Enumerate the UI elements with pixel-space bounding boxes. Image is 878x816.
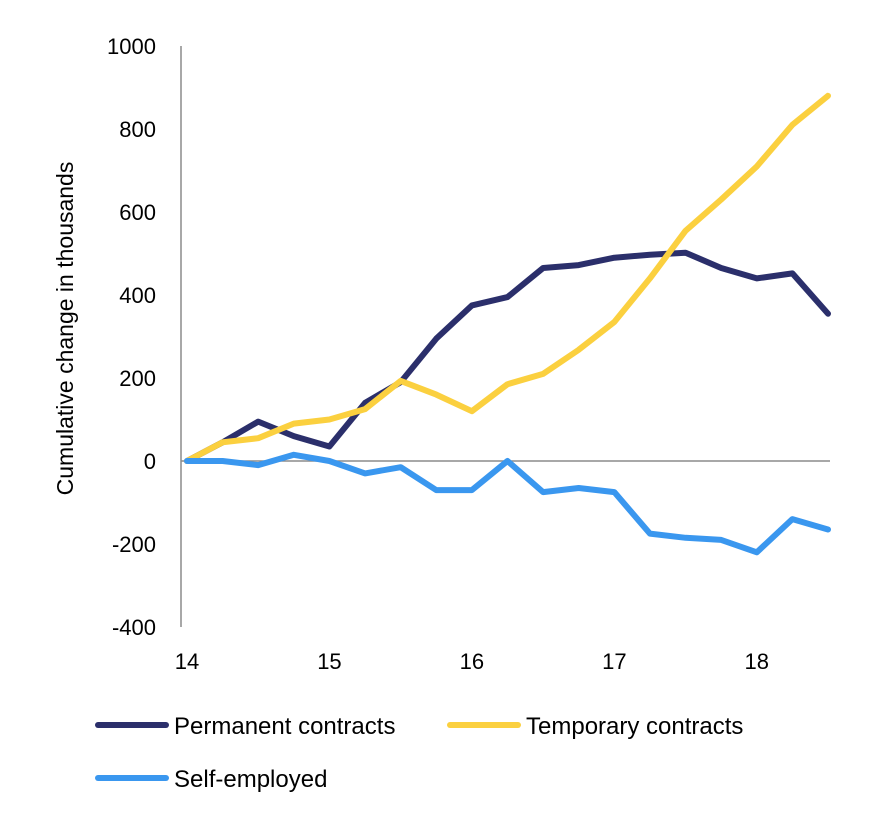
y-tick-label: 1000 — [107, 34, 156, 59]
y-tick-label: 600 — [119, 200, 156, 225]
legend-label-self-employed: Self-employed — [174, 766, 327, 793]
x-tick-label: 14 — [175, 649, 199, 674]
legend-label-temporary-contracts: Temporary contracts — [526, 713, 743, 740]
y-axis-label: Cumulative change in thousands — [52, 162, 78, 496]
series-line-temporary-contracts — [184, 92, 831, 464]
x-axis: 14 15 16 17 18 — [175, 460, 830, 674]
y-tick-label: 400 — [119, 283, 156, 308]
y-tick-label: 800 — [119, 117, 156, 142]
x-tick-label: 15 — [317, 649, 341, 674]
y-tick-label: -200 — [112, 532, 156, 557]
y-tick-label: 0 — [144, 449, 156, 474]
x-tick-label: 18 — [745, 649, 769, 674]
y-tick-label: 200 — [119, 366, 156, 391]
legend-label-permanent-contracts: Permanent contracts — [174, 713, 395, 740]
legend: Permanent contracts Temporary contracts Se… — [95, 713, 743, 793]
x-tick-label: 17 — [602, 649, 626, 674]
series-line-permanent-contracts — [184, 249, 831, 464]
series-lines — [184, 92, 831, 556]
series-line-self-employed — [184, 451, 831, 556]
y-axis: 1000 800 600 400 200 0 -200 -400 — [107, 34, 182, 640]
x-tick-label: 16 — [460, 649, 484, 674]
y-axis-label-group: Cumulative change in thousands — [52, 162, 78, 496]
y-tick-label: -400 — [112, 615, 156, 640]
